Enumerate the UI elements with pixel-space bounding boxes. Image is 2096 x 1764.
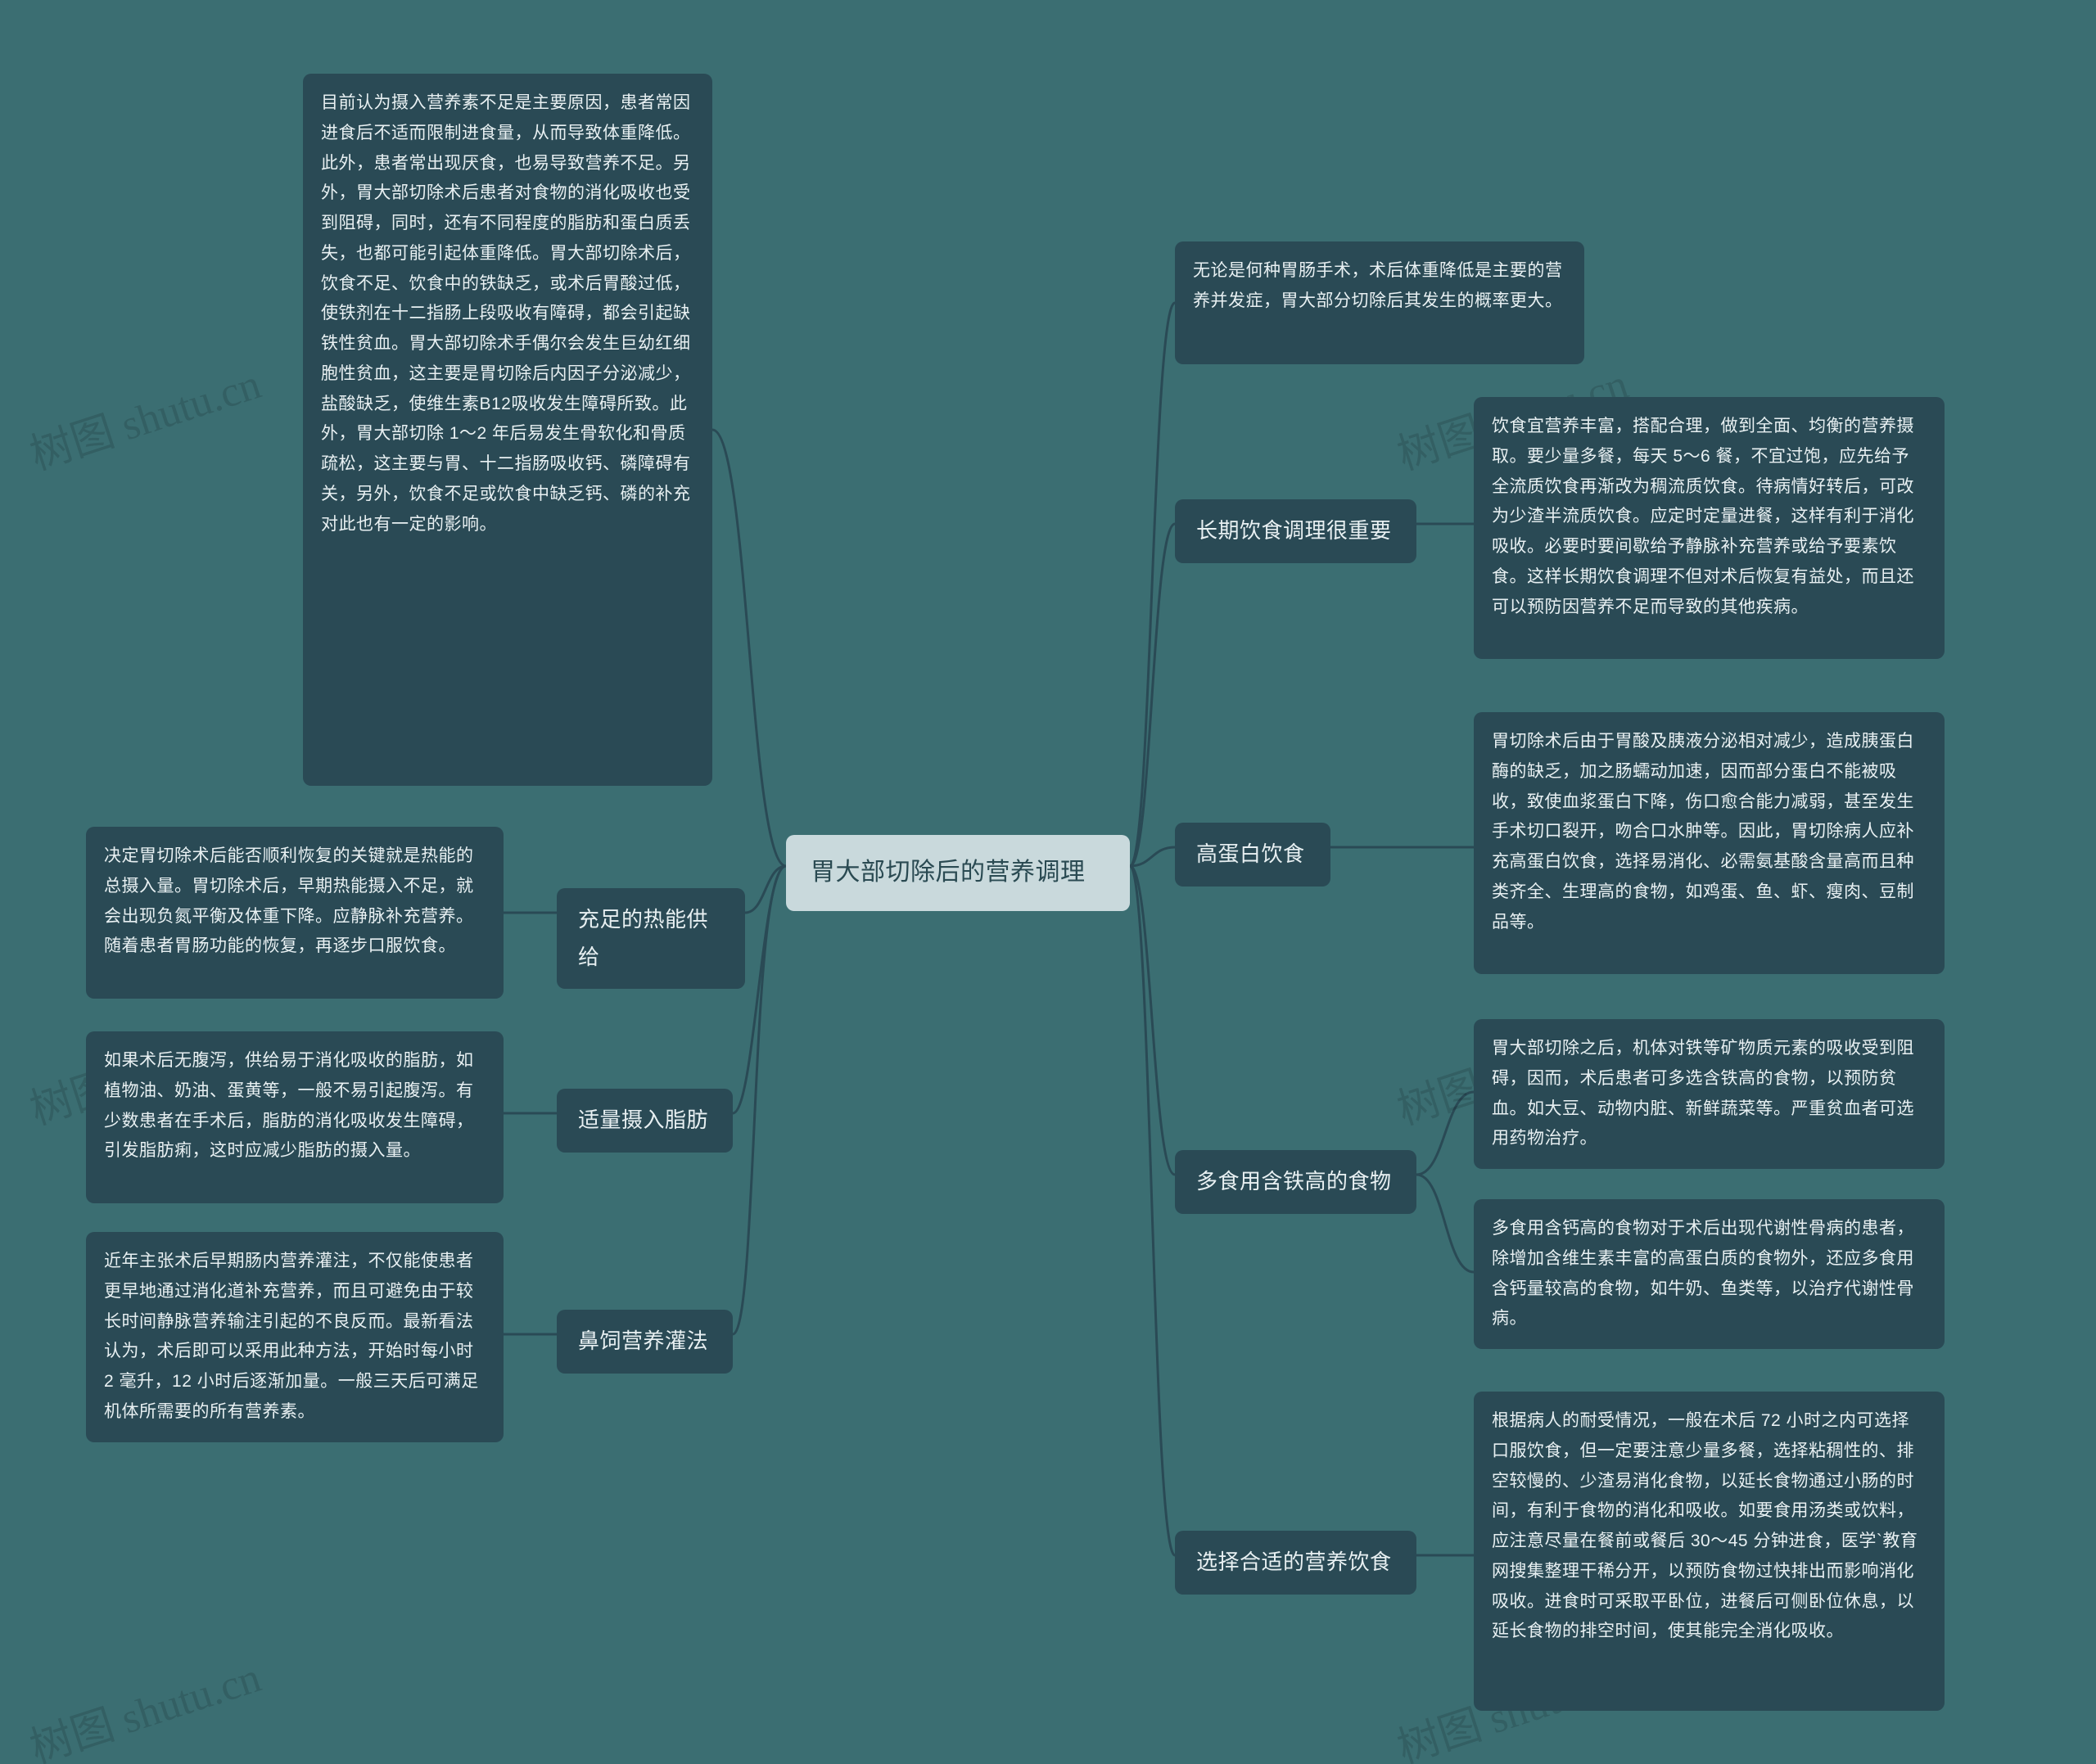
r3-leaf0: 胃大部切除之后，机体对铁等矿物质元素的吸收受到阻碍，因而，术后患者可多选含铁高的… bbox=[1474, 1019, 1945, 1169]
connector bbox=[1130, 303, 1175, 866]
r0-leaf: 无论是何种胃肠手术，术后体重降低是主要的营养并发症，胃大部分切除后其发生的概率更… bbox=[1175, 241, 1584, 364]
l3-leaf: 如果术后无腹泻，供给易于消化吸收的脂肪，如植物油、奶油、蛋黄等，一般不易引起腹泻… bbox=[86, 1031, 504, 1203]
r1[interactable]: 长期饮食调理很重要 bbox=[1175, 499, 1416, 563]
connector bbox=[1416, 1092, 1474, 1175]
watermark: 树图 shutu.cn bbox=[21, 1643, 268, 1764]
connector bbox=[745, 866, 786, 913]
r3[interactable]: 多食用含铁高的食物 bbox=[1175, 1150, 1416, 1214]
connector bbox=[1416, 1175, 1474, 1272]
r2-leaf0: 胃切除术后由于胃酸及胰液分泌相对减少，造成胰蛋白酶的缺乏，加之肠蠕动加速，因而部… bbox=[1474, 712, 1945, 974]
connector bbox=[1130, 866, 1175, 1555]
connector bbox=[1130, 524, 1175, 866]
l2[interactable]: 充足的热能供给 bbox=[557, 888, 745, 989]
r1-leaf0: 饮食宜营养丰富，搭配合理，做到全面、均衡的营养摄取。要少量多餐，每天 5～6 餐… bbox=[1474, 397, 1945, 659]
r4[interactable]: 选择合适的营养饮食 bbox=[1175, 1531, 1416, 1595]
root-node[interactable]: 胃大部切除后的营养调理 bbox=[786, 835, 1130, 911]
l1-leaf: 目前认为摄入营养素不足是主要原因，患者常因进食后不适而限制进食量，从而导致体重降… bbox=[303, 74, 712, 786]
l3[interactable]: 适量摄入脂肪 bbox=[557, 1089, 733, 1153]
r3-leaf1: 多食用含钙高的食物对于术后出现代谢性骨病的患者，除增加含维生素丰富的高蛋白质的食… bbox=[1474, 1199, 1945, 1349]
connector bbox=[1130, 847, 1175, 866]
watermark: 树图 shutu.cn bbox=[21, 350, 268, 481]
r4-leaf0: 根据病人的耐受情况，一般在术后 72 小时之内可选择口服饮食，但一定要注意少量多… bbox=[1474, 1392, 1945, 1711]
r2[interactable]: 高蛋白饮食 bbox=[1175, 823, 1330, 887]
l4-leaf: 近年主张术后早期肠内营养灌注，不仅能使患者更早地通过消化道补充营养，而且可避免由… bbox=[86, 1232, 504, 1442]
l4[interactable]: 鼻饲营养灌法 bbox=[557, 1310, 733, 1374]
connector bbox=[1130, 866, 1175, 1175]
connector bbox=[712, 430, 786, 866]
l2-leaf: 决定胃切除术后能否顺利恢复的关键就是热能的总摄入量。胃切除术后，早期热能摄入不足… bbox=[86, 827, 504, 999]
